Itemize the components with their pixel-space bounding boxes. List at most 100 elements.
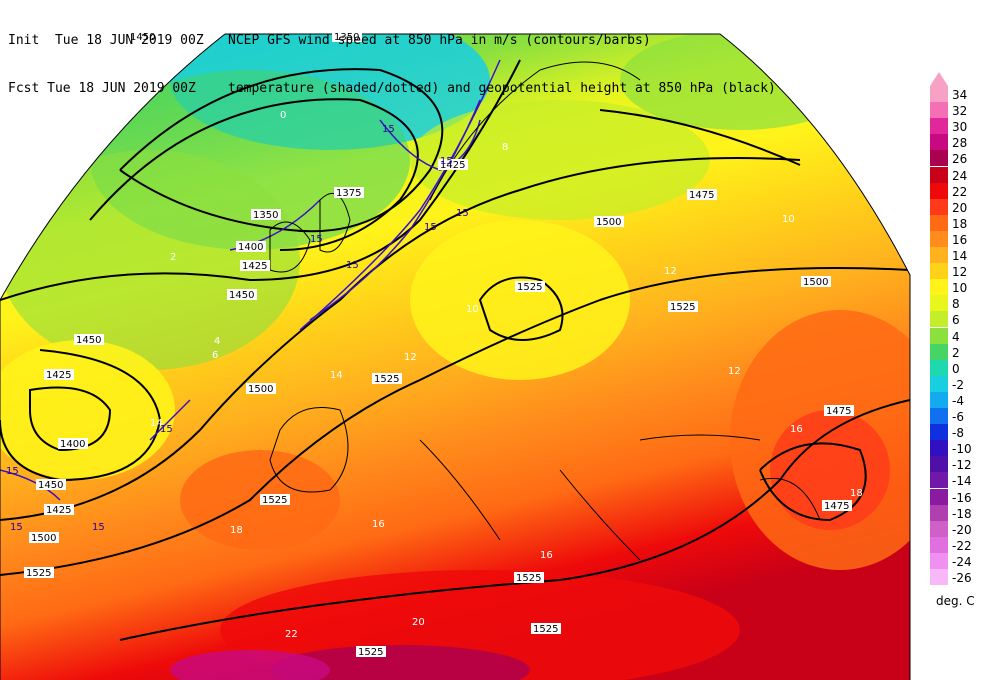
colorbar-label: -12 [952, 458, 972, 473]
height-label-bg [594, 216, 624, 227]
map-border [0, 33, 911, 680]
height-label-bg [44, 369, 74, 380]
temperature-label: 14 [150, 418, 163, 429]
colorbar-label: 10 [952, 281, 968, 296]
colorbar-swatch [930, 520, 948, 537]
colorbar-swatch [930, 102, 948, 119]
colorbar-swatch [930, 214, 948, 231]
colorbar-label: 8 [952, 297, 960, 312]
colorbar-top-arrow [930, 72, 948, 86]
height-label-bg [236, 241, 266, 252]
height-label: 1525 [358, 647, 383, 658]
wind-speed-label: 15 [310, 234, 323, 245]
height-label-bg [531, 623, 561, 634]
height-label: 1400 [238, 242, 263, 253]
temperature-label: 16 [372, 519, 385, 530]
temperature-label: 10 [466, 304, 479, 315]
height-label: 1375 [336, 188, 361, 199]
wind-speed-label: 15 [440, 156, 453, 167]
colorbar-swatch [930, 182, 948, 199]
height-label-bg [356, 646, 386, 657]
wind-speed-label: 15 [382, 124, 395, 135]
colorbar-swatch [930, 391, 948, 408]
colorbar-label: 28 [952, 136, 968, 151]
colorbar-label: 30 [952, 120, 968, 135]
coastlines [269, 61, 821, 561]
height-label-bg [246, 383, 276, 394]
colorbar-label: -22 [952, 538, 972, 553]
height-label-bg [29, 532, 59, 543]
height-label-bg [36, 479, 66, 490]
height-label-bg [515, 281, 545, 292]
wind-speed-label: 15 [424, 222, 437, 233]
colorbar-swatch [930, 311, 948, 328]
height-label: 1525 [26, 568, 51, 579]
title-line-2: temperature (shaded/dotted) and geopoten… [228, 81, 776, 96]
temperature-label: 10 [782, 214, 795, 225]
colorbar-label: -6 [952, 410, 964, 424]
height-label: 1500 [803, 277, 828, 288]
colorbar-swatch [930, 408, 948, 424]
height-label: 1450 [229, 290, 254, 301]
height-label: 1525 [262, 495, 287, 506]
temperature-label: 6 [212, 350, 218, 361]
height-label-bg [128, 31, 158, 42]
height-label: 1500 [31, 533, 56, 544]
colorbar-swatch [930, 536, 948, 553]
colorbar-label: -2 [952, 377, 964, 392]
temperature-label: 16 [790, 424, 803, 435]
height-label-bg [74, 334, 104, 345]
height-label-bg [372, 373, 402, 384]
colorbar-swatch [930, 166, 948, 183]
colorbar-swatch [930, 295, 948, 312]
wind-labels: 15 15 15 15 15 15 15 15 15 15 [6, 124, 469, 533]
height-label: 1525 [670, 302, 695, 313]
colorbar-swatch [930, 198, 948, 215]
colorbar-label: 22 [952, 184, 968, 199]
colorbar-swatch [930, 552, 948, 569]
temperature-label: 0 [280, 110, 286, 121]
colorbar-swatch [930, 375, 948, 392]
height-label-bg [801, 276, 831, 287]
colorbar-swatch [930, 230, 948, 247]
colorbar-label: -18 [952, 506, 972, 521]
height-label-bg [251, 209, 281, 220]
height-label: 1350 [334, 32, 359, 43]
colorbar-label: 6 [952, 313, 960, 328]
temperature-label: 12 [404, 352, 417, 363]
height-label-bg [58, 438, 88, 449]
height-label-bg [334, 187, 364, 198]
temperature-label: 2 [170, 252, 176, 263]
colorbar-swatch [930, 343, 948, 360]
colorbar-label: -20 [952, 522, 972, 537]
colorbar-swatch [930, 569, 948, 585]
temperature-label: 18 [230, 525, 243, 536]
height-label: 1425 [242, 261, 267, 272]
temperature-label: 12 [728, 366, 741, 377]
height-label-bg [822, 500, 852, 511]
colorbar-label: 12 [952, 265, 968, 280]
height-label: 1525 [516, 573, 541, 584]
height-label-bg [24, 567, 54, 578]
height-label-bg [438, 159, 468, 170]
colorbar-unit: deg. C [936, 594, 975, 608]
height-label-bg [668, 301, 698, 312]
height-label: 1425 [46, 370, 71, 381]
height-label: 1525 [533, 624, 558, 635]
temperature-label: 16 [540, 550, 553, 561]
height-label-bg [687, 189, 717, 200]
wind-speed-label: 15 [6, 466, 19, 477]
height-label-bg [44, 504, 74, 515]
init-time: Init Tue 18 JUN 2019 00Z [8, 33, 204, 48]
height-label-bg [240, 260, 270, 271]
height-label-bg [514, 572, 544, 583]
colorbar-swatch [930, 440, 948, 457]
colorbar-swatch [930, 424, 948, 441]
colorbar-swatch [930, 359, 948, 376]
temperature-label: 12 [664, 266, 677, 277]
colorbar-swatch [930, 263, 948, 280]
map-header: Init Tue 18 JUN 2019 00Z NCEP GFS wind sp… [8, 1, 776, 113]
height-label-bg [824, 405, 854, 416]
